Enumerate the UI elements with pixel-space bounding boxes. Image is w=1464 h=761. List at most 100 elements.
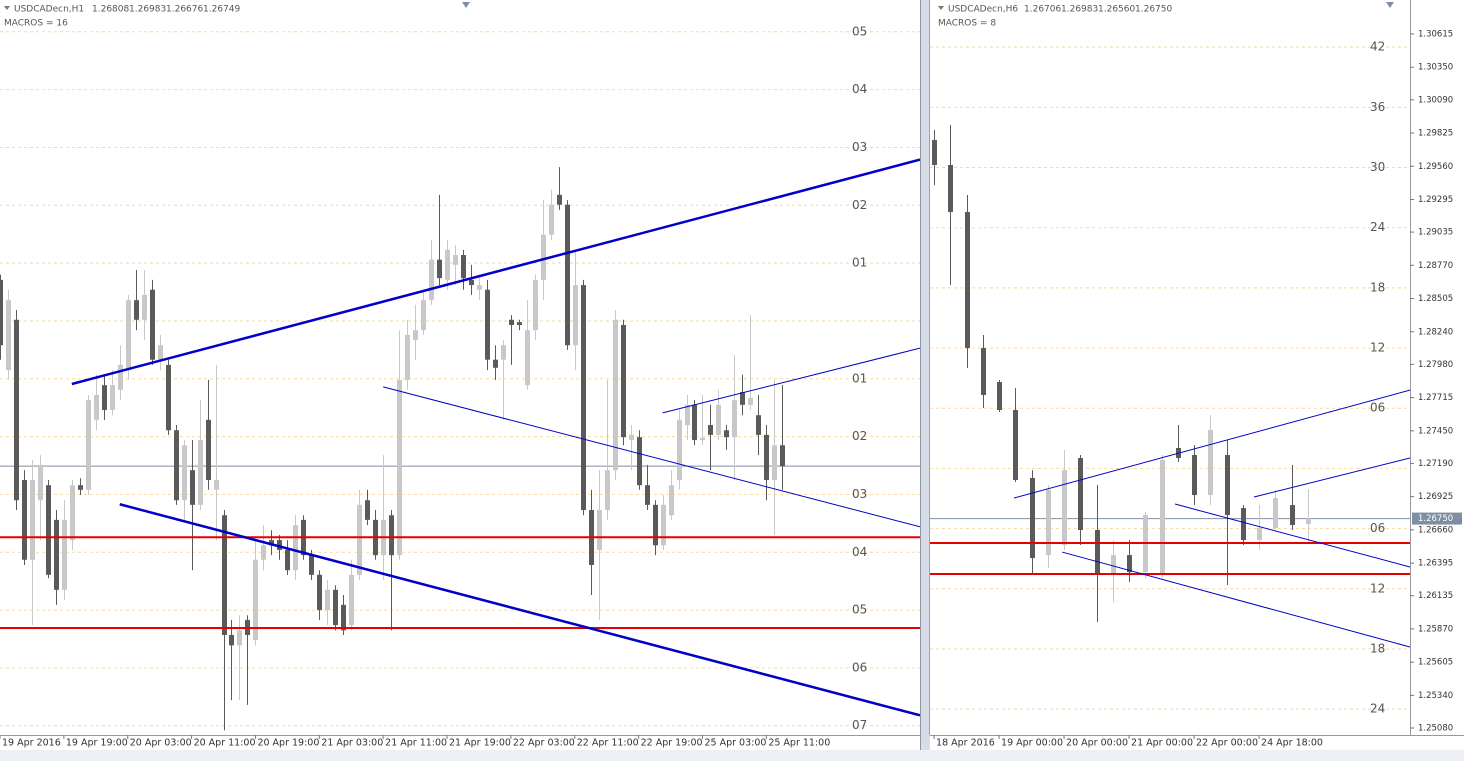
candle-body <box>997 382 1002 411</box>
candle-body <box>413 330 418 341</box>
macro-label: 42 <box>1370 40 1385 54</box>
trend-line <box>119 503 920 717</box>
macro-label: 04 <box>852 82 867 96</box>
candle-body <box>134 300 139 320</box>
candle-body <box>1030 477 1035 559</box>
macro-label: 24 <box>1370 220 1385 234</box>
symbol-title: USDCADecn,H1 <box>14 5 84 15</box>
candle-body <box>573 285 578 346</box>
candle-body <box>453 255 458 265</box>
candle-body <box>1241 508 1246 541</box>
candle-body <box>1273 498 1278 528</box>
x-tick-label: 21 Apr 03:00 <box>321 738 383 749</box>
candle-body <box>405 334 410 380</box>
candle-body <box>222 515 227 635</box>
y-tick-label: 1.29295 <box>1418 195 1453 205</box>
candle-body <box>549 204 554 235</box>
x-tick-label: 25 Apr 11:00 <box>768 738 830 749</box>
last-price-box <box>1412 512 1462 525</box>
y-tick-label: 1.26925 <box>1418 492 1453 502</box>
candle-body <box>1095 529 1100 576</box>
candle-body <box>94 394 99 420</box>
x-tick-label: 24 Apr 18:00 <box>1261 738 1323 749</box>
y-tick-label: 1.30350 <box>1418 63 1453 73</box>
y-tick-label: 1.29035 <box>1418 228 1453 238</box>
macro-label: 03 <box>852 140 867 154</box>
candle-body <box>469 279 474 286</box>
candle-body <box>740 392 745 405</box>
candle-body <box>150 289 155 360</box>
candle-body <box>708 425 713 435</box>
y-tick-label: 1.29560 <box>1418 162 1453 172</box>
x-tick-label: 21 Apr 19:00 <box>449 738 511 749</box>
macro-label: 06 <box>1370 401 1385 415</box>
candle-body <box>685 404 690 426</box>
y-tick-label: 1.28505 <box>1418 294 1453 304</box>
candle-body <box>46 485 51 575</box>
candle-body <box>325 589 330 611</box>
candle-body <box>1111 555 1116 576</box>
candle-body <box>389 515 394 556</box>
candle-body <box>581 285 586 511</box>
candle-body <box>78 485 83 490</box>
candle-body <box>653 504 658 546</box>
candle-body <box>397 379 402 556</box>
candle-body <box>756 415 761 435</box>
x-tick-label: 25 Apr 03:00 <box>704 738 766 749</box>
menu-arrow[interactable] <box>938 6 944 10</box>
scroll-marker <box>1386 2 1394 8</box>
indicator-label: MACROS = 16 <box>4 19 68 29</box>
candle-body <box>214 479 219 490</box>
macro-label: 18 <box>1370 280 1385 294</box>
trend-line <box>1013 389 1410 499</box>
candle-body <box>477 285 482 290</box>
candle-body <box>110 385 115 411</box>
candle-body <box>517 322 522 325</box>
candle-body <box>357 504 362 575</box>
candle-body <box>253 559 258 641</box>
candle-body <box>621 324 626 438</box>
candle-body <box>509 319 514 325</box>
trend-line <box>1061 551 1410 648</box>
candle-body <box>1306 518 1311 525</box>
macro-label: 06 <box>1370 521 1385 535</box>
candle-body <box>613 319 618 471</box>
candle-body <box>102 385 107 411</box>
candle-body <box>1062 470 1067 546</box>
candle-body <box>198 440 203 505</box>
x-tick-label: 21 Apr 11:00 <box>385 738 447 749</box>
candle-body <box>261 545 266 560</box>
x-tick-label: 19 Apr 00:00 <box>1001 738 1063 749</box>
candle-body <box>341 604 346 631</box>
candle-body <box>38 464 43 501</box>
candle-body <box>541 234 546 280</box>
macro-label: 02 <box>852 429 867 443</box>
candle-body <box>22 479 27 560</box>
quote-value: 1.26750 <box>1135 5 1172 15</box>
candle-body <box>190 470 195 505</box>
quote-value: 1.26983 <box>1061 5 1098 15</box>
y-tick-label: 1.28240 <box>1418 327 1453 337</box>
macro-label: 06 <box>852 660 867 674</box>
candle-body <box>948 165 953 213</box>
y-tick-label: 1.26395 <box>1418 559 1453 569</box>
candle-body <box>1257 527 1262 541</box>
candle-body <box>700 437 705 441</box>
y-tick-label: 1.30615 <box>1418 29 1453 39</box>
macro-label: 18 <box>1370 641 1385 655</box>
candle-body <box>981 348 986 395</box>
x-tick-label: 20 Apr 03:00 <box>130 738 192 749</box>
candle-body <box>764 434 769 480</box>
macro-label: 36 <box>1370 100 1385 114</box>
macro-label: 05 <box>852 603 867 617</box>
candle-body <box>629 434 634 441</box>
window-frame <box>920 0 930 761</box>
chart-h1 <box>0 31 920 731</box>
candle-body <box>365 500 370 520</box>
candle-body <box>429 259 434 301</box>
candle-body <box>86 400 91 490</box>
menu-arrow[interactable] <box>4 6 10 10</box>
x-tick-label: 20 Apr 19:00 <box>257 738 319 749</box>
macro-label: 05 <box>852 24 867 38</box>
